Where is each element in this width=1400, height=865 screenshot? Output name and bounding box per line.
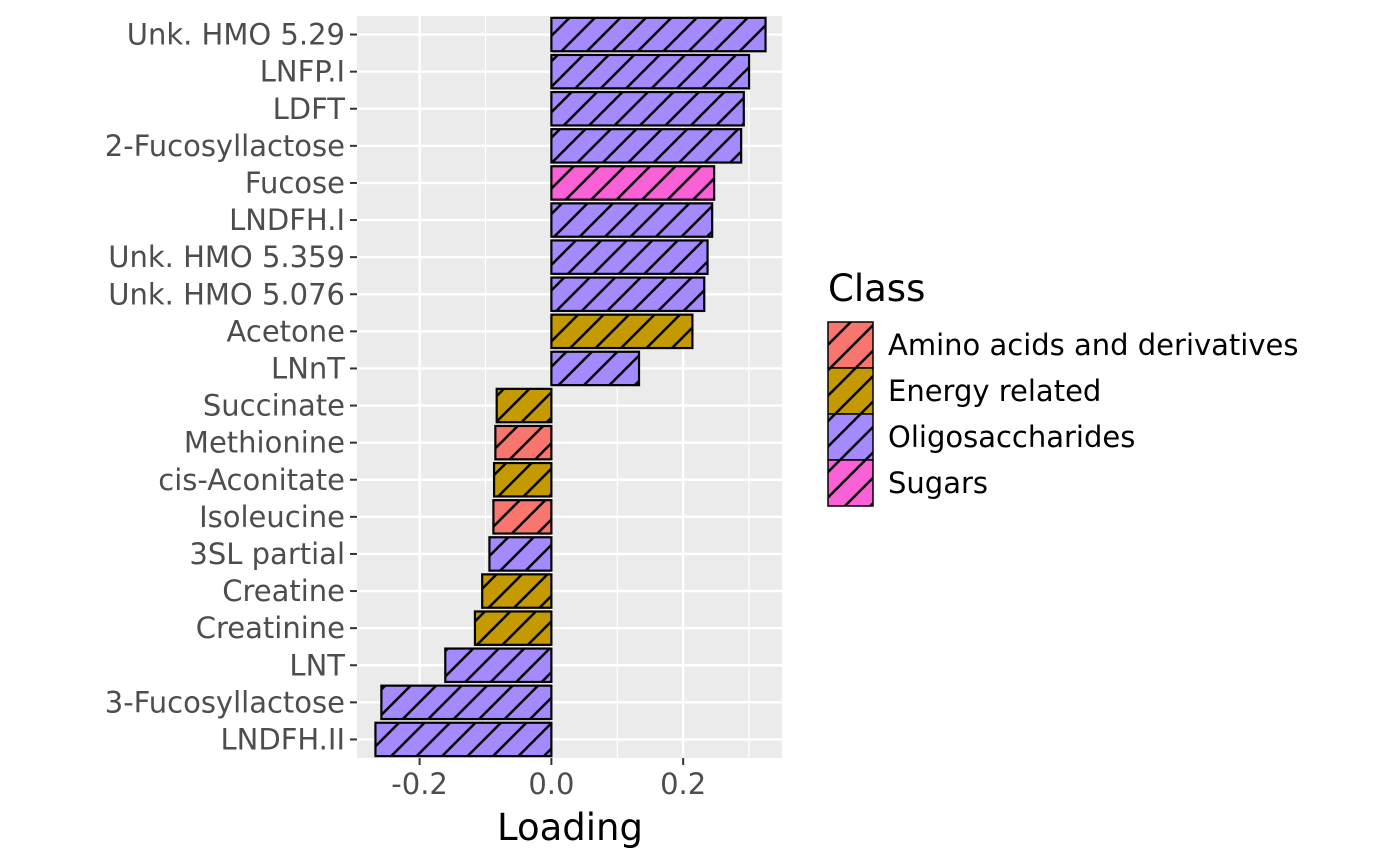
y-tick-label: 2-Fucosyllactose <box>105 129 345 163</box>
y-tick-label: LNT <box>289 648 345 682</box>
bar <box>380 684 553 721</box>
bar <box>550 53 751 90</box>
y-tick-label: Creatinine <box>196 611 345 645</box>
legend: Class Amino acids and derivatives Energy … <box>827 267 1298 507</box>
bar <box>494 424 553 461</box>
bar <box>550 16 767 53</box>
legend-label: Oligosaccharides <box>888 420 1135 454</box>
bars-group <box>374 16 767 758</box>
y-tick-label: Unk. HMO 5.29 <box>127 18 345 52</box>
y-tick-label: Methionine <box>184 426 345 460</box>
bar <box>550 276 706 313</box>
y-tick-label: Acetone <box>227 314 345 348</box>
legend-key <box>827 413 874 461</box>
bar <box>374 721 553 758</box>
bar <box>550 313 694 350</box>
bar <box>550 202 714 238</box>
bar <box>488 536 553 572</box>
x-tick-label: 0.0 <box>528 767 574 801</box>
bar <box>550 128 743 164</box>
y-tick-label: LNDFH.II <box>221 722 345 756</box>
bar <box>550 90 745 127</box>
y-tick-label: 3-Fucosyllactose <box>105 685 345 719</box>
x-axis-title: Loading <box>497 806 643 849</box>
bar <box>492 461 553 498</box>
y-tick-label: Unk. HMO 5.076 <box>108 277 345 311</box>
y-tick-label: Isoleucine <box>199 500 345 534</box>
legend-label: Sugars <box>888 466 988 500</box>
bar <box>444 647 553 684</box>
bar <box>550 165 716 201</box>
bar <box>492 499 553 535</box>
y-tick-label: Creatine <box>222 574 345 608</box>
y-tick-label: LNnT <box>271 351 345 385</box>
y-tick-label: Fucose <box>245 166 345 200</box>
bar <box>495 387 553 424</box>
legend-key <box>827 459 874 507</box>
y-axis: Unk. HMO 5.29LNFP.ILDFT2-FucosyllactoseF… <box>105 18 357 756</box>
bar <box>550 350 641 387</box>
y-tick-label: cis-Aconitate <box>158 463 345 497</box>
bar <box>481 573 553 609</box>
bar <box>550 239 709 275</box>
y-tick-label: LNFP.I <box>260 55 345 89</box>
y-tick-label: LNDFH.I <box>229 203 345 237</box>
y-tick-label: 3SL partial <box>189 537 345 571</box>
legend-key <box>827 321 874 369</box>
x-tick-label: -0.2 <box>391 767 448 801</box>
y-tick-label: Succinate <box>203 389 345 423</box>
bar <box>473 610 553 646</box>
y-tick-label: Unk. HMO 5.359 <box>108 240 345 274</box>
legend-label: Energy related <box>888 374 1101 408</box>
x-tick-label: 0.2 <box>660 767 706 801</box>
x-axis: -0.2 0.0 0.2 <box>391 758 706 801</box>
y-tick-label: LDFT <box>273 92 346 126</box>
legend-title: Class <box>828 267 925 310</box>
legend-key <box>827 367 874 415</box>
legend-label: Amino acids and derivatives <box>888 328 1298 362</box>
